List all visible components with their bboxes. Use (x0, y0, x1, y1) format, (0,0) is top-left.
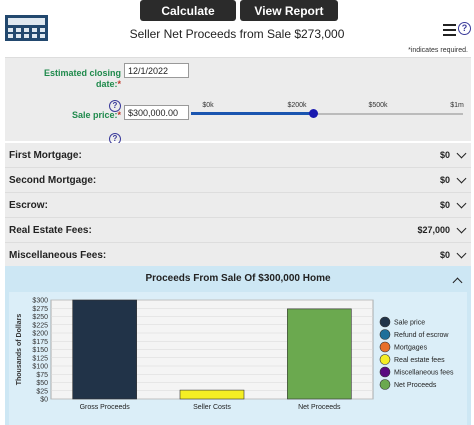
chevron-down-icon[interactable] (456, 248, 467, 258)
chart-header[interactable]: Proceeds From Sale Of $300,000 Home (5, 266, 471, 290)
row-label: Escrow: (9, 199, 48, 211)
row-value: $0 (439, 200, 450, 210)
y-axis-label: Thousands of Dollars (16, 314, 23, 386)
chevron-down-icon[interactable] (456, 148, 467, 158)
row-label: Miscellaneous Fees: (9, 249, 107, 261)
row-label: Second Mortgage: (9, 174, 97, 186)
row-value: $27,000 (417, 225, 450, 235)
y-tick-label: $25 (36, 388, 48, 395)
bar-gross-proceeds (72, 299, 137, 400)
sale-price-slider[interactable] (191, 109, 463, 118)
closing-date-field[interactable] (124, 63, 189, 78)
y-tick-label: $250 (32, 314, 48, 321)
y-tick-label: $300 (32, 298, 48, 305)
legend-label: Refund of escrow (394, 332, 449, 339)
y-tick-label: $225 (32, 322, 48, 329)
sale-price-field[interactable] (124, 105, 189, 120)
slider-tick: $500k (368, 102, 388, 109)
legend-swatch (379, 354, 391, 365)
x-tick-label: Net Proceeds (298, 404, 341, 411)
closing-date-label: Estimated closing date:* (43, 68, 121, 89)
bar-seller-costs (179, 389, 245, 400)
proceeds-chart: $0$25$50$75$100$125$150$175$200$225$250$… (16, 298, 454, 412)
calculator-logo-icon (5, 15, 48, 41)
row-miscellaneous-fees[interactable]: Miscellaneous Fees: $0 (5, 243, 471, 268)
row-real-estate-fees[interactable]: Real Estate Fees: $27,000 (5, 218, 471, 243)
x-tick-label: Gross Proceeds (80, 404, 131, 411)
legend-label: Sale price (394, 320, 425, 327)
row-value: $0 (439, 150, 450, 160)
slider-tick: $0k (202, 102, 214, 109)
legend-swatch (379, 379, 391, 390)
view-report-button[interactable]: View Report (240, 0, 338, 21)
y-tick-label: $100 (32, 364, 48, 371)
chevron-down-icon[interactable] (456, 223, 467, 233)
legend-swatch (379, 341, 391, 353)
row-second-mortgage[interactable]: Second Mortgage: $0 (5, 168, 471, 193)
row-value: $0 (439, 250, 450, 260)
row-escrow[interactable]: Escrow: $0 (5, 193, 471, 218)
hamburger-menu-icon[interactable] (443, 24, 456, 36)
page-title: Seller Net Proceeds from Sale $273,000 (129, 27, 345, 41)
y-tick-label: $200 (32, 331, 48, 338)
legend-swatch (379, 366, 391, 378)
slider-handle[interactable] (309, 109, 319, 118)
chart-area: $0 $25 $50 $75 $100 $125 $150 $175 $200 $225 $250 $… (9, 292, 467, 425)
row-label: Real Estate Fees: (9, 224, 92, 236)
legend-swatch (379, 316, 391, 328)
calculate-button[interactable]: Calculate (140, 0, 236, 21)
y-tick-label: $175 (32, 339, 48, 346)
legend-label: Net Proceeds (394, 382, 437, 389)
y-tick-label: $125 (32, 355, 48, 362)
toolbar: Calculate View Report (140, 0, 338, 21)
row-value: $0 (439, 175, 450, 185)
y-tick-label: $150 (32, 347, 48, 354)
slider-tick: $200k (287, 102, 307, 109)
x-tick-label: Seller Costs (193, 404, 231, 411)
y-tick-label: $275 (32, 306, 48, 313)
y-tick-label: $0 (40, 397, 48, 404)
row-first-mortgage[interactable]: First Mortgage: $0 (5, 143, 471, 168)
row-label: First Mortgage: (9, 149, 82, 161)
chevron-down-icon[interactable] (456, 198, 467, 208)
slider-fill (191, 112, 314, 115)
legend-swatch (379, 329, 391, 340)
slider-tick: $1m (450, 102, 464, 109)
inputs-panel: Estimated closing date:* ? Sale price:* … (5, 57, 471, 145)
required-note: *indicates required. (408, 47, 468, 54)
y-tick-label: $75 (36, 372, 48, 379)
y-tick-label: $50 (36, 380, 48, 387)
legend-label: Real estate fees (394, 357, 445, 364)
legend-label: Mortgages (394, 345, 428, 352)
help-icon[interactable]: ? (458, 22, 471, 35)
chevron-up-icon[interactable] (452, 277, 463, 288)
expense-rows: First Mortgage: $0 Second Mortgage: $0 E… (5, 143, 471, 268)
help-icon[interactable]: ? (109, 100, 121, 112)
chart-panel: Proceeds From Sale Of $300,000 Home $0 $2… (5, 266, 471, 425)
chevron-down-icon[interactable] (456, 173, 467, 183)
chart-title: Proceeds From Sale Of $300,000 Home (145, 272, 331, 284)
sale-price-label: Sale price:* (71, 110, 121, 120)
bar-net-proceeds (287, 308, 352, 400)
legend-label: Miscellaneous fees (394, 370, 454, 377)
